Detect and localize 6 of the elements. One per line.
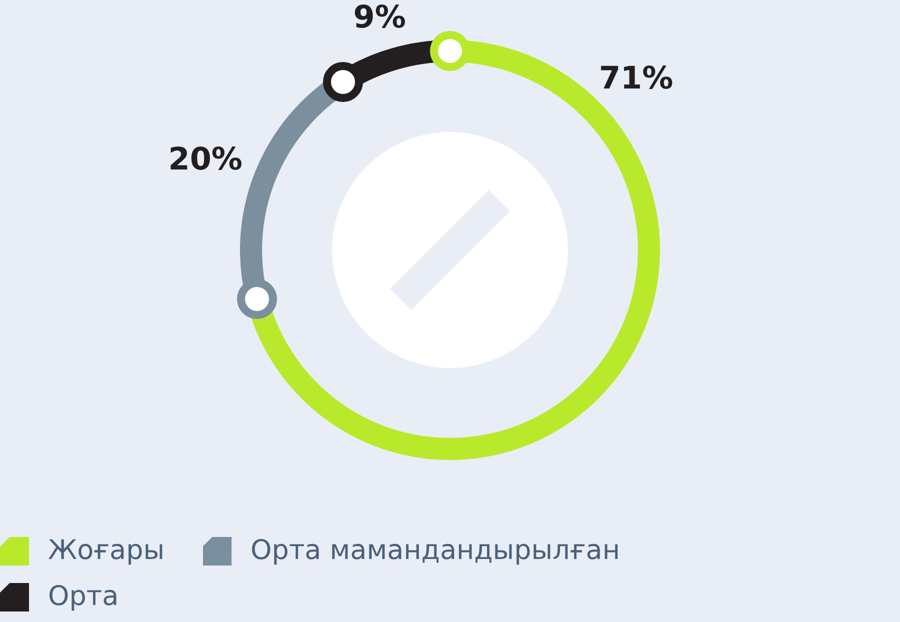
- legend-label: Орта мамандандырылған: [250, 534, 620, 568]
- data-label: 9%: [353, 0, 406, 36]
- data-label: 20%: [168, 142, 242, 178]
- legend-label: Жоғары: [48, 534, 165, 568]
- legend-label: Орта: [48, 580, 119, 614]
- data-label: 71%: [598, 60, 674, 96]
